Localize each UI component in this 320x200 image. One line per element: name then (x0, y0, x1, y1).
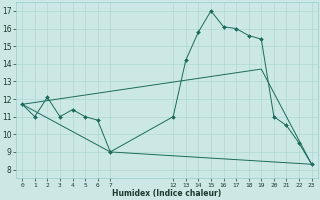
X-axis label: Humidex (Indice chaleur): Humidex (Indice chaleur) (112, 189, 221, 198)
